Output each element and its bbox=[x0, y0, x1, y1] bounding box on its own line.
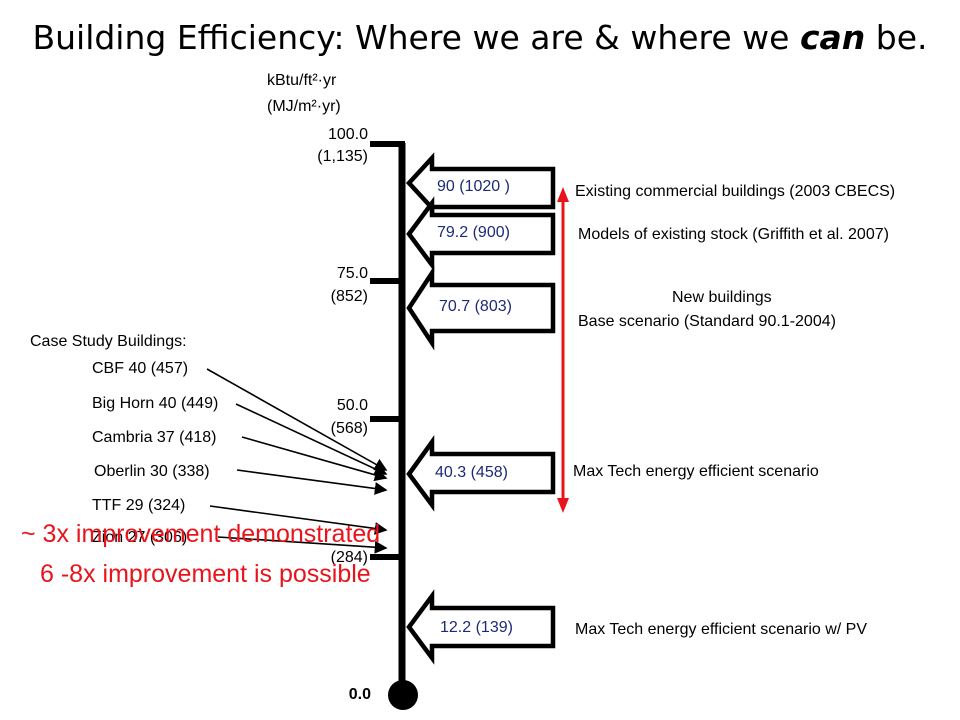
axis-unit-primary: kBtu/ft²·yr bbox=[267, 72, 337, 89]
case-study-item-6: Zion 27 (306) bbox=[92, 529, 188, 546]
case-pointer-1 bbox=[206, 368, 388, 471]
callout-possible: 6 -8x improvement is possible bbox=[40, 560, 371, 588]
scenario-value-5: 12.2 (139) bbox=[440, 619, 513, 636]
scenario-value-4: 40.3 (458) bbox=[435, 464, 508, 481]
case-study-heading: Case Study Buildings: bbox=[30, 333, 187, 350]
tick-label-100-si: (1,135) bbox=[317, 148, 368, 165]
scenario-label-3b: Base scenario (Standard 90.1-2004) bbox=[578, 313, 836, 330]
case-study-item-4: Oberlin 30 (338) bbox=[94, 463, 210, 480]
tick-label-75: 75.0 bbox=[336, 265, 368, 282]
scenario-label-5: Max Tech energy efficient scenario w/ PV bbox=[575, 621, 867, 638]
improvement-range-arrow bbox=[557, 187, 569, 513]
scenario-label-2: Models of existing stock (Griffith et al… bbox=[578, 226, 889, 243]
title-emphasis: can bbox=[799, 18, 866, 57]
case-study-item-5: TTF 29 (324) bbox=[92, 497, 186, 514]
tick-label-0: 0.0 bbox=[348, 686, 371, 703]
tick-label-50: 50.0 bbox=[336, 397, 368, 414]
tick-label-100: 100.0 bbox=[327, 126, 368, 143]
case-pointer-2 bbox=[235, 403, 388, 476]
axis-unit-secondary: (MJ/m²·yr) bbox=[267, 98, 341, 115]
case-study-item-2: Big Horn 40 (449) bbox=[92, 395, 219, 412]
case-study-item-3: Cambria 37 (418) bbox=[92, 429, 217, 446]
case-pointer-6 bbox=[217, 536, 388, 554]
case-pointer-4 bbox=[236, 469, 388, 495]
callout-demonstrated: ~ 3x improvement demonstrated bbox=[21, 520, 381, 548]
case-study-item-1: CBF 40 (457) bbox=[92, 360, 189, 377]
scenario-arrow-4 bbox=[406, 435, 556, 512]
scenario-arrow-3 bbox=[406, 265, 556, 351]
scenario-value-3: 70.7 (803) bbox=[439, 298, 512, 315]
scenario-arrow-5 bbox=[406, 589, 556, 665]
scenario-label-3a: New buildings bbox=[672, 289, 772, 306]
tick-label-50-si: (568) bbox=[330, 420, 368, 437]
case-pointer-3 bbox=[241, 436, 388, 482]
scenario-arrow-2 bbox=[406, 196, 556, 272]
tick-label-75-si: (852) bbox=[330, 288, 368, 305]
scenario-label-4: Max Tech energy efficient scenario bbox=[573, 463, 819, 480]
case-pointer-5 bbox=[209, 505, 388, 535]
scenario-label-1: Existing commercial buildings (2003 CBEC… bbox=[575, 183, 896, 200]
title-prefix: Building Efficiency: Where we are & wher… bbox=[32, 18, 800, 57]
title-suffix: be. bbox=[865, 18, 928, 57]
page-title: Building Efficiency: Where we are & wher… bbox=[0, 18, 960, 57]
tick-label-25-si: (284) bbox=[330, 549, 368, 566]
scenario-value-1: 90 (1020 ) bbox=[437, 178, 510, 195]
axis-origin-dot bbox=[388, 680, 418, 710]
scenario-value-2: 79.2 (900) bbox=[437, 224, 510, 241]
